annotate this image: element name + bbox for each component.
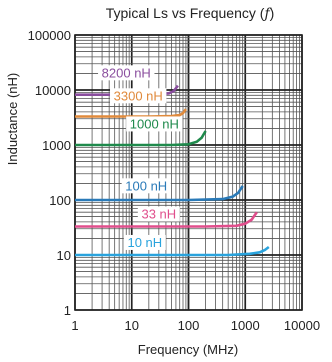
series-line [75, 245, 270, 257]
series-label-background [137, 206, 180, 222]
series-layer: 8200 nH 3300 nH 1000 nH 100 nH 33 nH 10 nH [75, 65, 270, 257]
series-label: 100 nH [125, 178, 167, 193]
tick-layer: 1 10 100 1000 10000 1 10 100 1000 10000 100000 [28, 28, 320, 333]
series-label: 1000 nH [130, 116, 179, 131]
chart-title-main: Typical Ls vs Frequency ( [106, 5, 265, 21]
series-line [75, 108, 187, 118]
chart-title-symbol: f [263, 6, 272, 22]
series-line [75, 211, 258, 228]
grid-layer [74, 34, 303, 311]
y-tick-label: 1000 [42, 138, 71, 153]
plot-frame [74, 34, 303, 311]
y-tick-label: 100 [49, 193, 71, 208]
y-tick-label: 10000 [35, 83, 71, 98]
series-label-background [121, 178, 171, 194]
series-label: 3300 nH [114, 88, 163, 103]
chart-title: Typical Ls vs Frequency (f) [106, 5, 275, 22]
series-label-background [110, 88, 167, 104]
x-tick-label: 100 [178, 318, 200, 333]
series-label-background [98, 65, 155, 81]
x-tick-label: 10 [125, 318, 139, 333]
y-tick-label: 1 [64, 303, 71, 318]
x-axis-title: Frequency (MHz) [138, 342, 238, 357]
series-label: 8200 nH [102, 65, 151, 80]
series-label: 33 nH [141, 207, 176, 222]
x-tick-label: 10000 [284, 318, 320, 333]
x-tick-label: 1 [71, 318, 78, 333]
series-label-background [126, 116, 183, 132]
series-line [75, 130, 207, 147]
chart-title-suffix: ) [270, 5, 275, 21]
series-label: 10 nH [127, 235, 162, 250]
y-tick-label: 10 [57, 248, 71, 263]
x-tick-label: 1000 [231, 318, 260, 333]
series-label-background [123, 234, 166, 250]
y-tick-label: 100000 [28, 28, 71, 43]
y-axis-title: Inductance (nH) [5, 73, 20, 166]
series-line [75, 185, 244, 202]
